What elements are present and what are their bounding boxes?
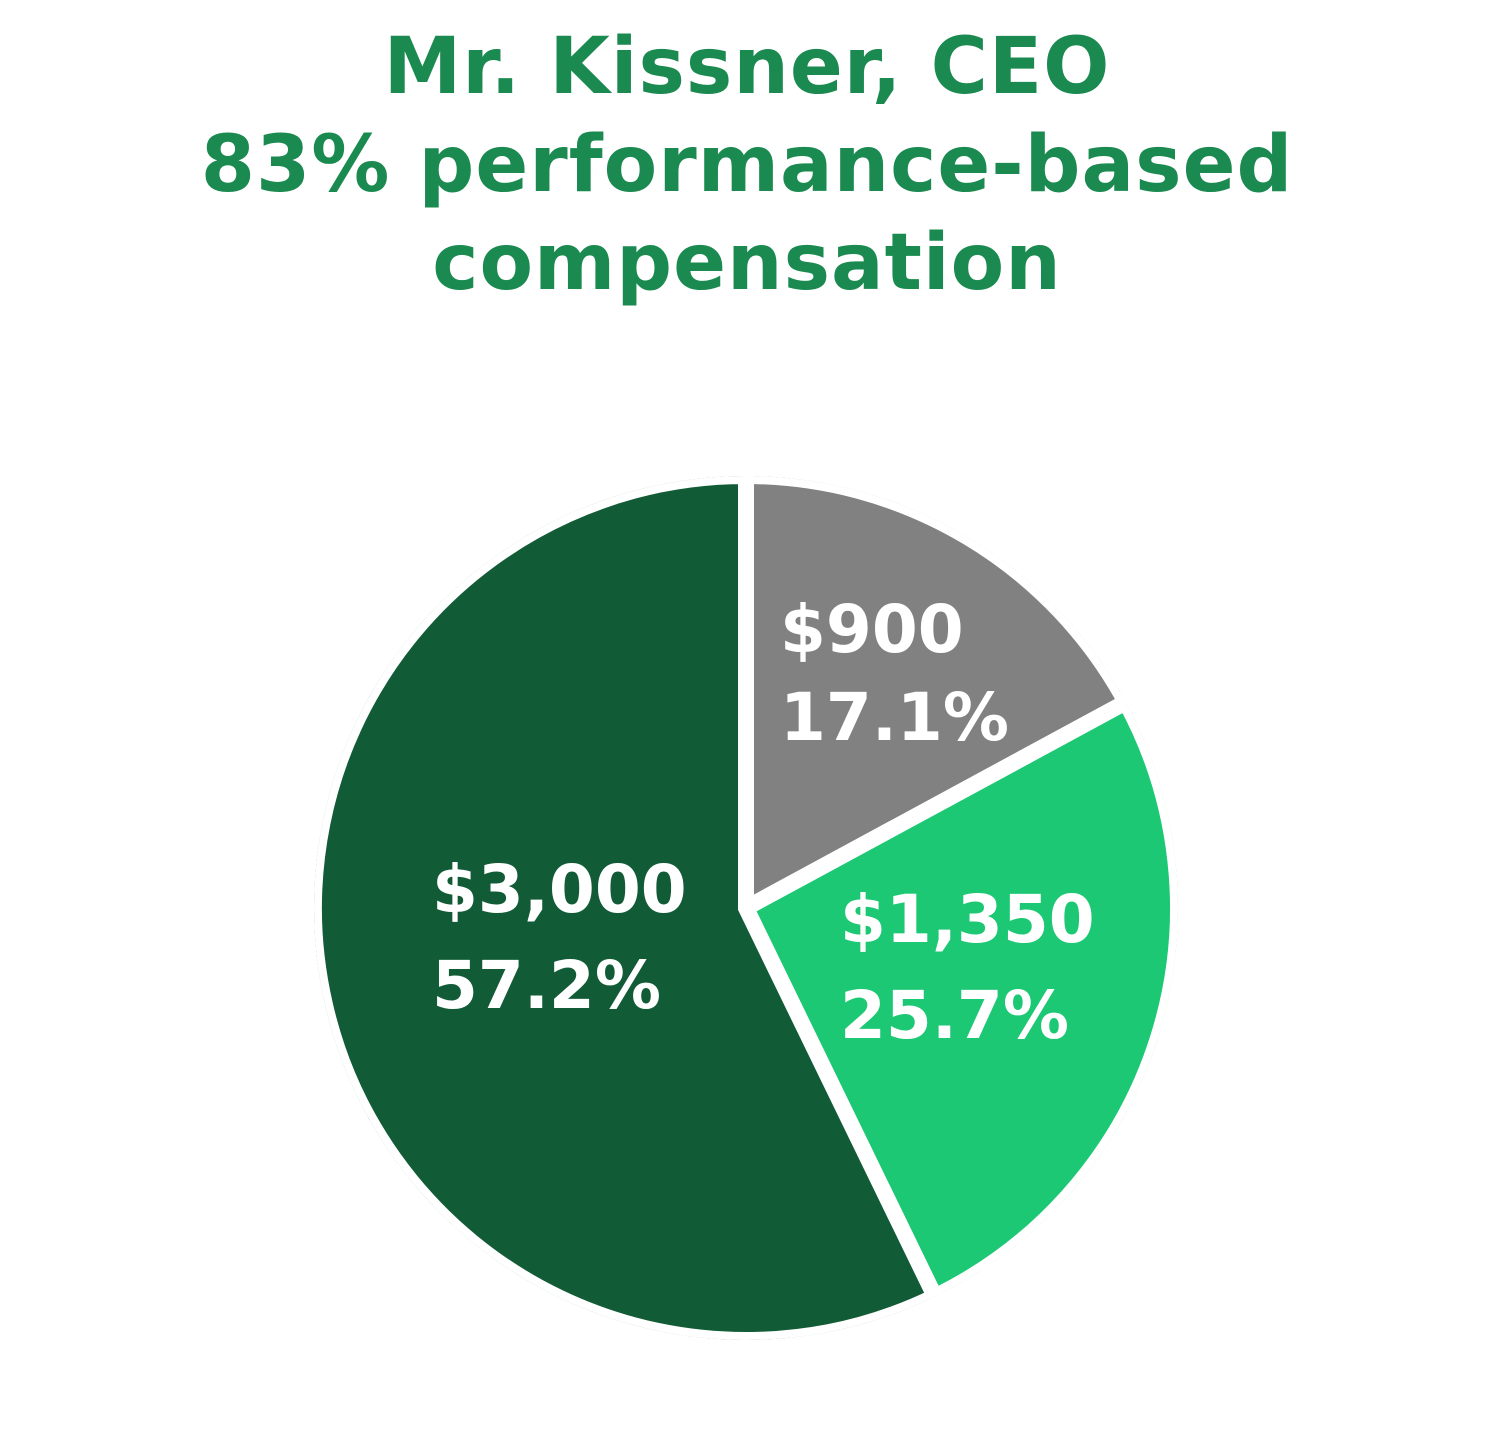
pie-labels: $900 17.1% $1,350 25.7% $3,000 57.2%	[432, 591, 1095, 1054]
pie-slice-2	[735, 691, 1178, 1308]
slice-value-label-1: $900	[780, 591, 964, 668]
slice-value-label-2: $1,350	[840, 881, 1095, 958]
pie-slices	[314, 476, 1178, 1340]
chart-title-line-3: compensation	[432, 218, 1062, 308]
slice-value-label-3: $3,000	[432, 851, 687, 928]
chart-title-line-2: 83% performance-based	[200, 120, 1294, 210]
slice-percent-label-3: 57.2%	[432, 947, 661, 1024]
slice-percent-label-2: 25.7%	[840, 977, 1069, 1054]
pie-slice-1	[738, 476, 1137, 922]
chart-title: Mr. Kissner, CEO 83% performance-based c…	[0, 18, 1494, 312]
chart-title-line-1: Mr. Kissner, CEO	[383, 22, 1111, 112]
slice-percent-label-1: 17.1%	[780, 679, 1009, 756]
